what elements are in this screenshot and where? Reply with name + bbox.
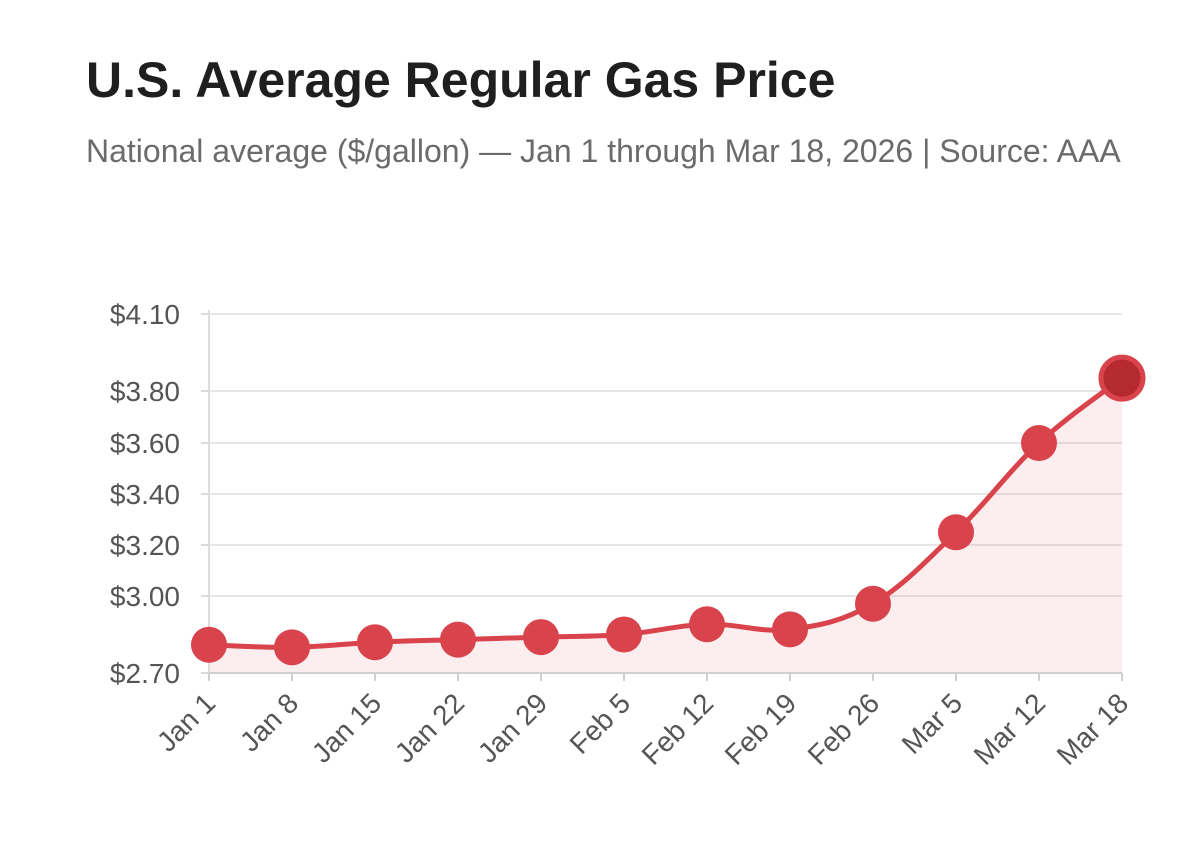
x-tick-label: Feb 26 xyxy=(802,687,886,771)
series-area-fill xyxy=(209,378,1122,673)
chart-subtitle: National average ($/gallon) — Jan 1 thro… xyxy=(86,133,1121,169)
data-point xyxy=(440,621,476,658)
x-tick-label: Feb 5 xyxy=(564,687,637,760)
x-tick-label: Mar 12 xyxy=(968,687,1052,771)
x-tick-label: Mar 18 xyxy=(1051,687,1135,771)
data-point xyxy=(274,629,310,666)
x-tick-label: Feb 19 xyxy=(719,687,803,771)
y-tick-label: $3.20 xyxy=(110,530,180,561)
y-tick-label: $3.80 xyxy=(110,376,180,407)
data-points xyxy=(191,354,1146,666)
data-point xyxy=(1021,425,1057,461)
data-point xyxy=(938,514,974,551)
data-point-highlighted xyxy=(1098,354,1146,402)
data-point xyxy=(191,626,227,663)
area-fill-layer xyxy=(209,378,1122,673)
data-point xyxy=(772,611,808,648)
x-tick-label: Jan 15 xyxy=(306,687,387,768)
x-tick-label: Jan 1 xyxy=(151,687,221,757)
x-tick-label: Jan 29 xyxy=(472,687,553,768)
data-point xyxy=(357,624,393,661)
y-tick-label: $3.00 xyxy=(110,581,180,612)
y-tick-label: $3.40 xyxy=(110,479,180,510)
data-point xyxy=(523,619,559,656)
y-tick-label: $2.70 xyxy=(110,658,180,689)
gridlines xyxy=(209,313,1122,597)
data-point xyxy=(689,606,725,643)
axes xyxy=(201,310,1123,681)
data-point xyxy=(855,585,891,622)
y-tick-label: $4.10 xyxy=(110,299,180,330)
x-axis-tick-labels: Jan 1 Jan 8 Jan 15 Jan 22 Jan 29 Feb 5 Feb 12 F… xyxy=(151,687,1134,771)
x-tick-label: Jan 8 xyxy=(234,687,304,757)
x-tick-label: Feb 12 xyxy=(636,687,720,771)
y-tick-label: $3.60 xyxy=(110,428,180,459)
x-tick-label: Mar 5 xyxy=(896,687,969,760)
y-axis-tick-labels: $2.70 $3.00 $3.20 $3.40 $3.60 $3.80 $4.10 xyxy=(110,299,180,689)
data-point xyxy=(606,616,642,653)
x-tick-label: Jan 22 xyxy=(389,687,470,768)
chart-title: U.S. Average Regular Gas Price xyxy=(86,52,836,108)
